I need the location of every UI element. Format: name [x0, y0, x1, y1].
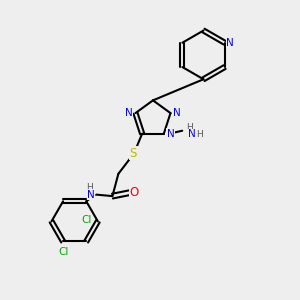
- Text: S: S: [130, 146, 137, 160]
- Text: Cl: Cl: [58, 248, 68, 257]
- Text: H: H: [86, 183, 93, 192]
- Text: O: O: [129, 186, 138, 199]
- Text: H: H: [196, 130, 203, 139]
- Text: N: N: [226, 38, 234, 48]
- Text: N: N: [125, 108, 133, 118]
- Text: N: N: [87, 190, 95, 200]
- Text: Cl: Cl: [81, 215, 91, 225]
- Text: N: N: [167, 129, 175, 139]
- Text: N: N: [188, 129, 195, 139]
- Text: N: N: [173, 108, 181, 118]
- Text: H: H: [186, 123, 193, 132]
